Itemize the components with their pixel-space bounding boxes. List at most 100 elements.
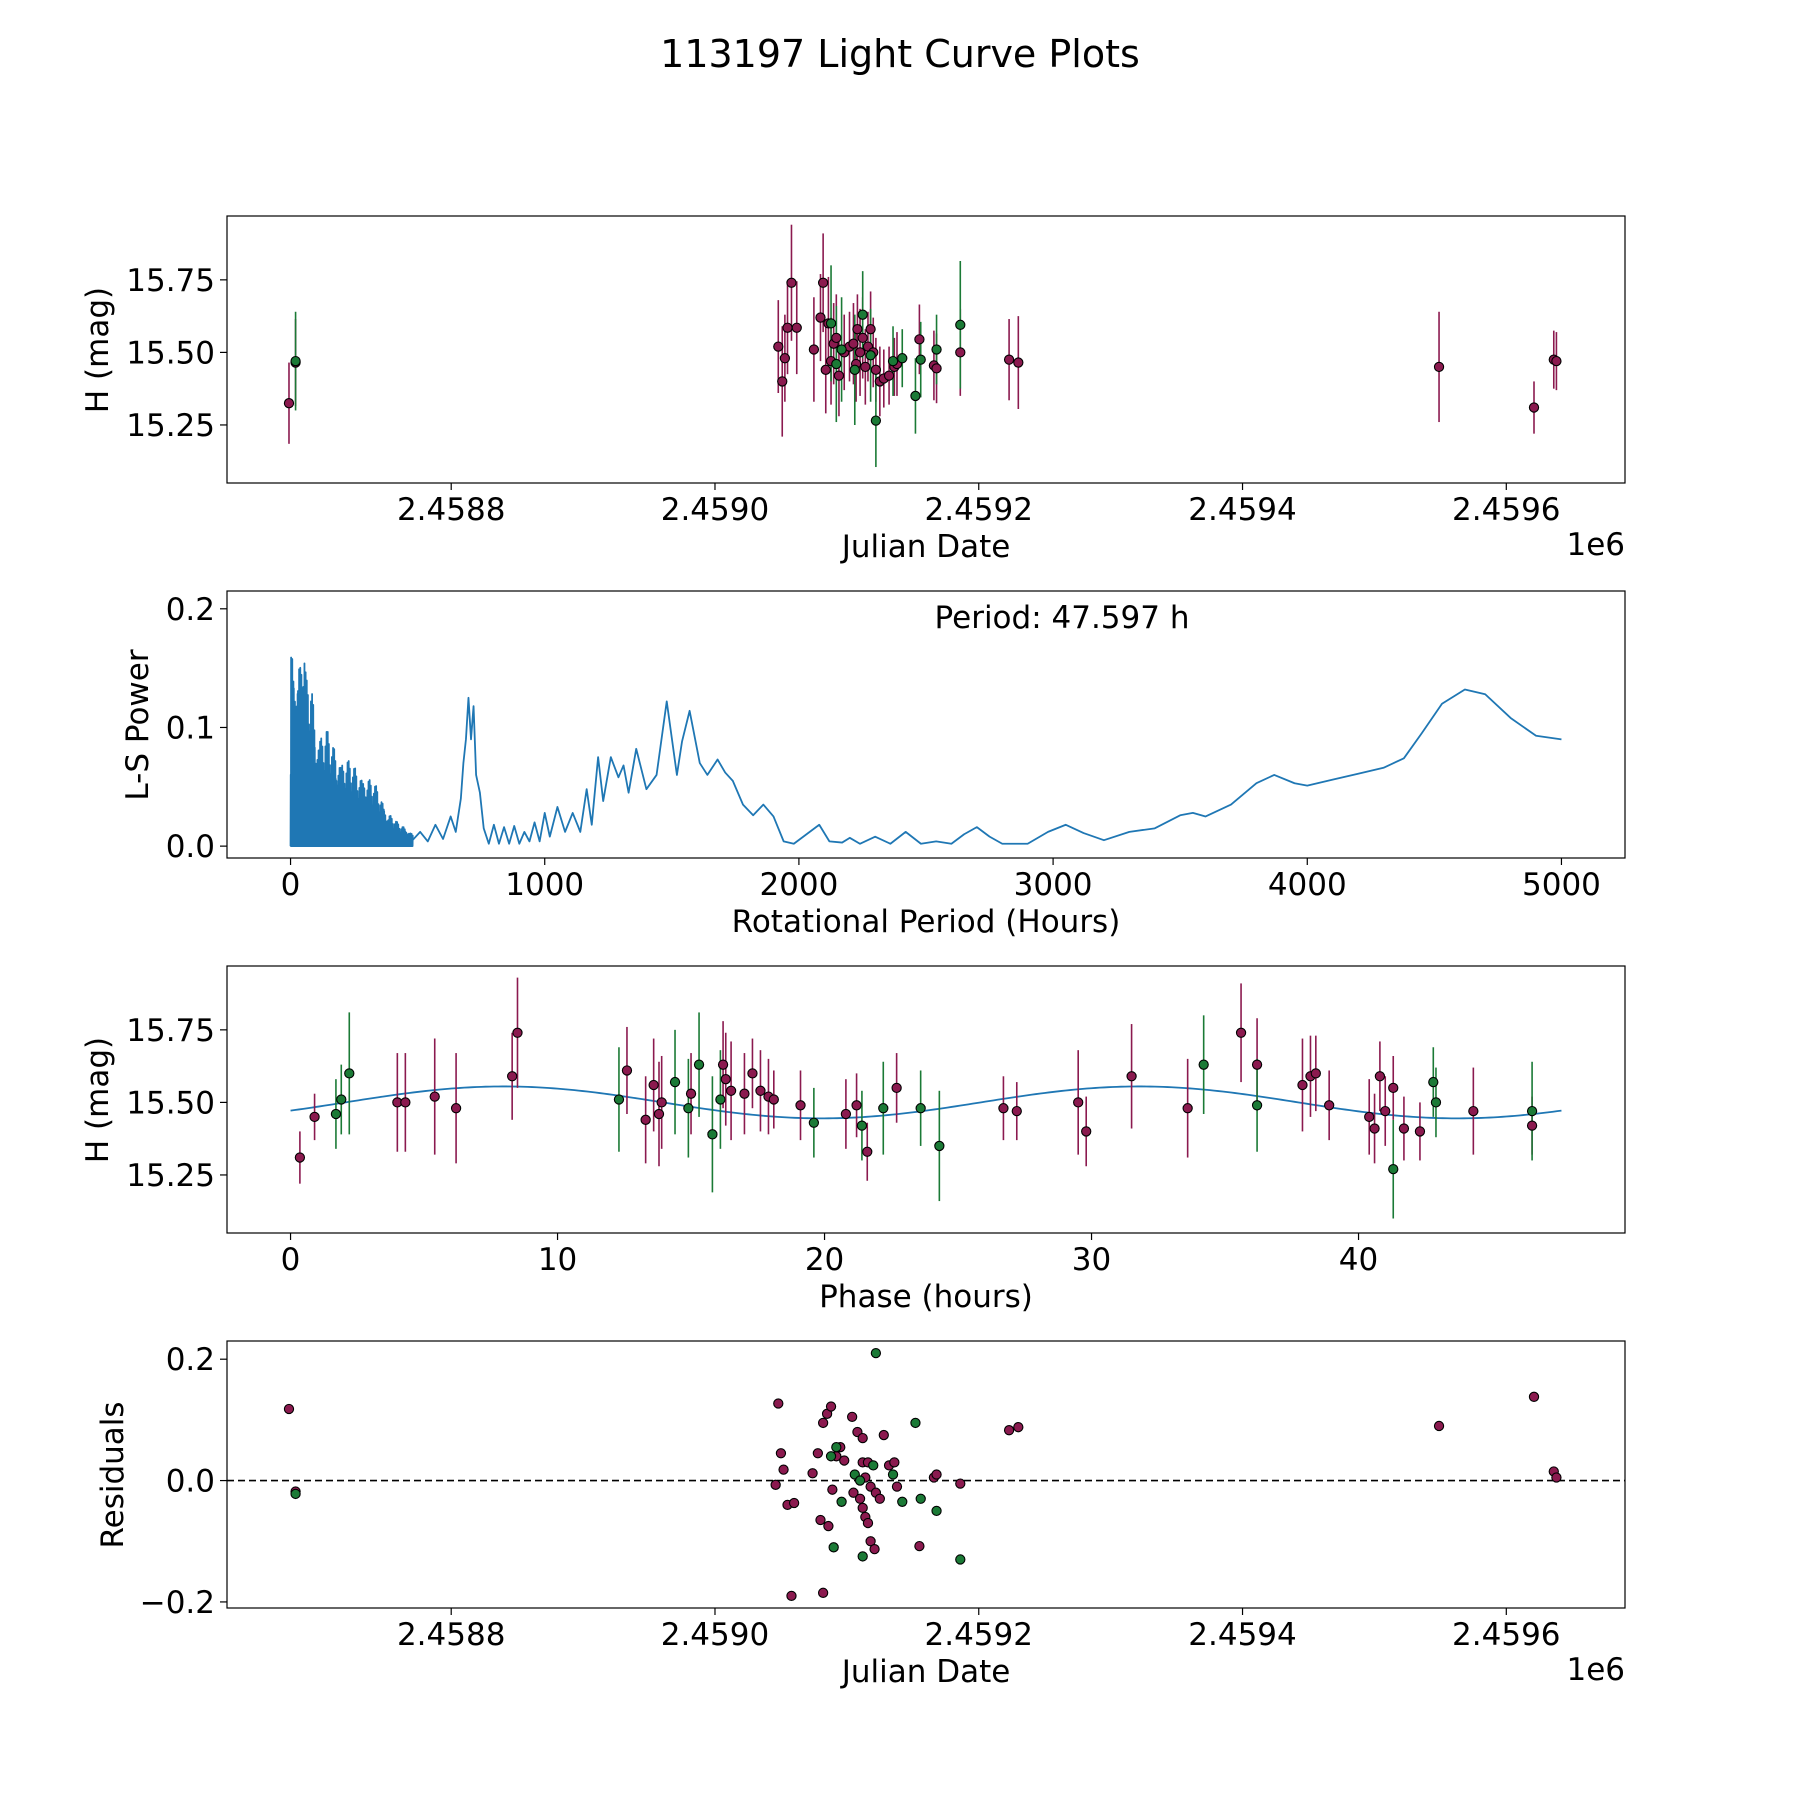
residuals-point [889,1457,900,1468]
light-curve-point [831,332,842,344]
residuals-xtick-label: 2.4588 [397,1617,505,1653]
phase-point [747,1068,758,1079]
residuals-point [290,1488,301,1500]
phase-point [934,1140,945,1152]
residuals-point [773,1398,784,1409]
residuals-point [846,1411,858,1423]
phase-point [1310,1068,1321,1079]
light-curve-point [820,364,831,375]
phase-point [1297,1079,1308,1091]
light-curve-point [773,341,784,352]
residuals-point [868,1460,879,1471]
phase-point [707,1129,718,1140]
figure-title: 113197 Light Curve Plots [660,32,1140,76]
phase-ytick-label: 15.50 [126,1085,215,1121]
light-curve-point [779,353,791,364]
phase-point [851,1100,862,1111]
residuals-point [807,1468,818,1479]
residuals-point [910,1417,921,1429]
residuals-frame [226,1340,1626,1609]
light-curve-point [854,347,866,358]
light-curve-point [857,309,868,320]
light-curve-point [782,322,793,333]
phase-point [1198,1059,1209,1070]
light-curve-point [1433,361,1445,373]
residuals-point [812,1448,824,1459]
phase-xtick-label: 0 [281,1242,301,1278]
residuals-ylabel: Residuals [95,1401,131,1548]
light-curve-point [817,277,829,288]
phase-point [1374,1071,1386,1082]
residuals-point [839,1455,850,1466]
light-curve-point [808,344,820,355]
light-curve-point [931,344,942,355]
light-curve-point [825,318,837,329]
light-curve-point [897,353,908,364]
phase-ytick-label: 15.25 [126,1158,215,1194]
light-curve-point [914,334,925,345]
phase-ylabel: H (mag) [80,1037,116,1163]
residuals-point [862,1517,874,1529]
phase-point [653,1108,665,1120]
residuals-point [817,1587,829,1598]
residuals-ytick-label: 0.0 [166,1464,215,1500]
periodogram-xtick-label: 2000 [759,867,838,903]
phase-point [344,1068,355,1079]
phase-point [507,1071,518,1082]
light-curve-xtick-label: 2.4596 [1452,492,1560,528]
light-curve-point [860,361,871,373]
phase-xtick-label: 10 [538,1242,577,1278]
light-curve-point [915,354,926,365]
residuals-point [955,1478,966,1489]
phase-point [400,1097,411,1108]
light-curve-point [786,277,797,288]
residuals-point [825,1451,837,1462]
residuals-point [823,1520,834,1532]
light-curve-point [931,363,942,374]
phase-point [512,1027,523,1038]
light-curve-frame [226,215,1626,484]
residuals-point [931,1505,942,1517]
phase-point [715,1094,726,1105]
residuals-point [869,1543,880,1555]
phase-point [755,1085,766,1096]
phase-panel: 0 10 20 30 40 15.25 15.50 15.75 Phase (hours) H… [80,965,1626,1315]
residuals-point [770,1479,781,1490]
residuals-point [1013,1422,1024,1433]
light-curve-point [870,415,882,426]
phase-model-fit-line [290,1085,1562,1120]
phase-point [693,1059,705,1070]
phase-point [294,1152,306,1163]
light-curve-point [833,370,845,381]
phase-point [717,1059,729,1070]
phase-point [1073,1097,1084,1108]
phase-point [648,1079,659,1091]
phase-point [685,1088,697,1099]
residuals-point [827,1484,838,1495]
residuals-xtick-label: 2.4596 [1452,1617,1560,1653]
light-curve-point [887,355,899,367]
phase-point [1428,1076,1439,1088]
periodogram-ytick-label: 0.1 [166,710,215,746]
phase-point [1011,1105,1022,1117]
phase-point [683,1103,694,1114]
light-curve-point [910,390,921,402]
light-curve-point [815,312,826,323]
residuals-point [848,1487,859,1498]
light-curve-point [848,338,859,349]
phase-point [998,1103,1009,1114]
light-curve-point [870,364,882,375]
phase-point [1369,1123,1380,1134]
phase-point [795,1100,806,1111]
residuals-point [874,1493,885,1504]
residuals-point [786,1590,797,1602]
light-curve-ytick-label: 15.50 [126,335,215,371]
phase-point [1430,1097,1442,1108]
phase-point [878,1103,889,1114]
phase-point [856,1120,868,1131]
light-curve-point [865,350,876,361]
residuals-ytick-label: 0.2 [166,1342,215,1378]
phase-point [1388,1082,1399,1094]
periodogram-power-line [289,656,1562,848]
